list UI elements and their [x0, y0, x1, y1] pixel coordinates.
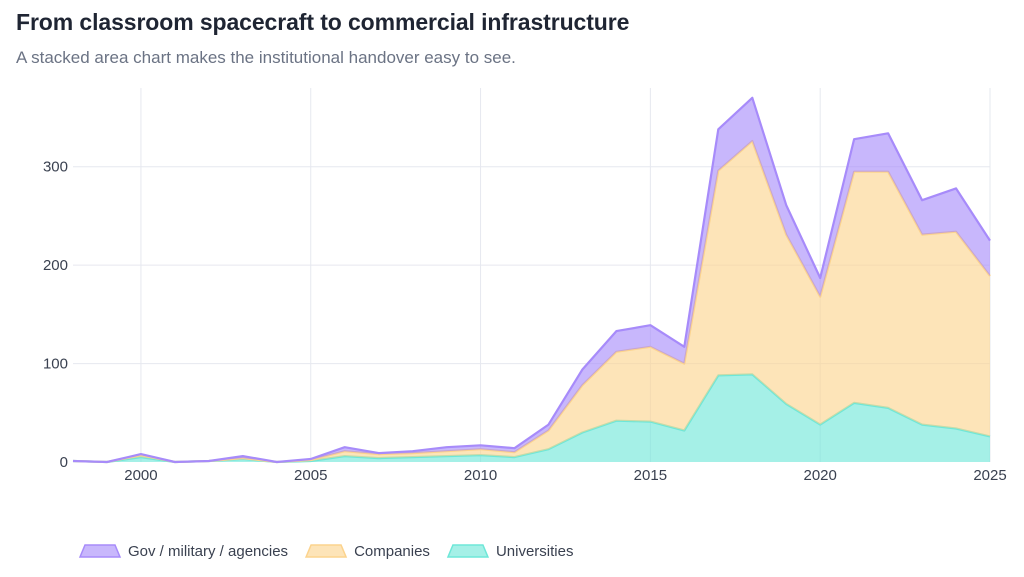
chart-legend: Gov / military / agencies Companies Univer… [78, 543, 574, 560]
legend-item-gov-military-agencies[interactable]: Gov / military / agencies [78, 543, 288, 560]
x-tick-label: 2015 [634, 467, 667, 484]
y-tick-label: 0 [60, 454, 68, 471]
legend-label: Universities [496, 543, 574, 560]
legend-label: Companies [354, 543, 430, 560]
x-tick: 2015 [634, 467, 667, 484]
x-tick: 2010 [464, 467, 497, 484]
area-universities [73, 374, 990, 462]
x-tick-label: 2005 [294, 467, 327, 484]
legend-swatch [446, 544, 490, 558]
y-tick-label: 200 [43, 257, 68, 274]
y-tick: 200 [43, 257, 68, 274]
legend-swatch [304, 544, 348, 558]
x-tick: 2020 [803, 467, 836, 484]
x-tick-label: 2000 [124, 467, 157, 484]
y-tick: 0 [60, 454, 68, 471]
x-tick-label: 2025 [973, 467, 1006, 484]
x-tick-label: 2020 [803, 467, 836, 484]
legend-swatch [78, 544, 122, 558]
chart-subtitle: A stacked area chart makes the instituti… [16, 48, 516, 67]
chart-areas [72, 96, 991, 464]
legend-label: Gov / military / agencies [128, 543, 288, 560]
x-tick-label: 2010 [464, 467, 497, 484]
y-axis-ticks: 0 100 200 300 [43, 159, 68, 471]
x-tick: 2025 [973, 467, 1006, 484]
legend-item-companies[interactable]: Companies [304, 543, 430, 560]
line-gov-military-agencies [72, 96, 991, 464]
area-companies [73, 141, 990, 462]
x-tick: 2005 [294, 467, 327, 484]
x-axis-ticks: 2000 2005 2010 2015 2020 2025 [124, 467, 1006, 484]
chart-title: From classroom spacecraft to commercial … [16, 9, 630, 35]
y-tick-label: 100 [43, 356, 68, 373]
legend-item-universities[interactable]: Universities [446, 543, 574, 560]
y-tick-label: 300 [43, 159, 68, 176]
y-tick: 300 [43, 159, 68, 176]
x-tick: 2000 [124, 467, 157, 484]
y-tick: 100 [43, 356, 68, 373]
